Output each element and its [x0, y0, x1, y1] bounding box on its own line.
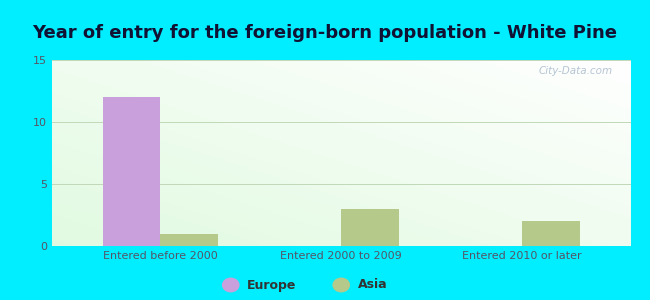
- Bar: [341, 209, 399, 246]
- Text: Year of entry for the foreign-born population - White Pine: Year of entry for the foreign-born popul…: [32, 24, 617, 42]
- Text: City-Data.com: City-Data.com: [539, 66, 613, 76]
- Text: Asia: Asia: [358, 278, 387, 292]
- Text: Europe: Europe: [247, 278, 296, 292]
- Bar: [103, 97, 161, 246]
- Bar: [522, 221, 580, 246]
- Bar: [161, 234, 218, 246]
